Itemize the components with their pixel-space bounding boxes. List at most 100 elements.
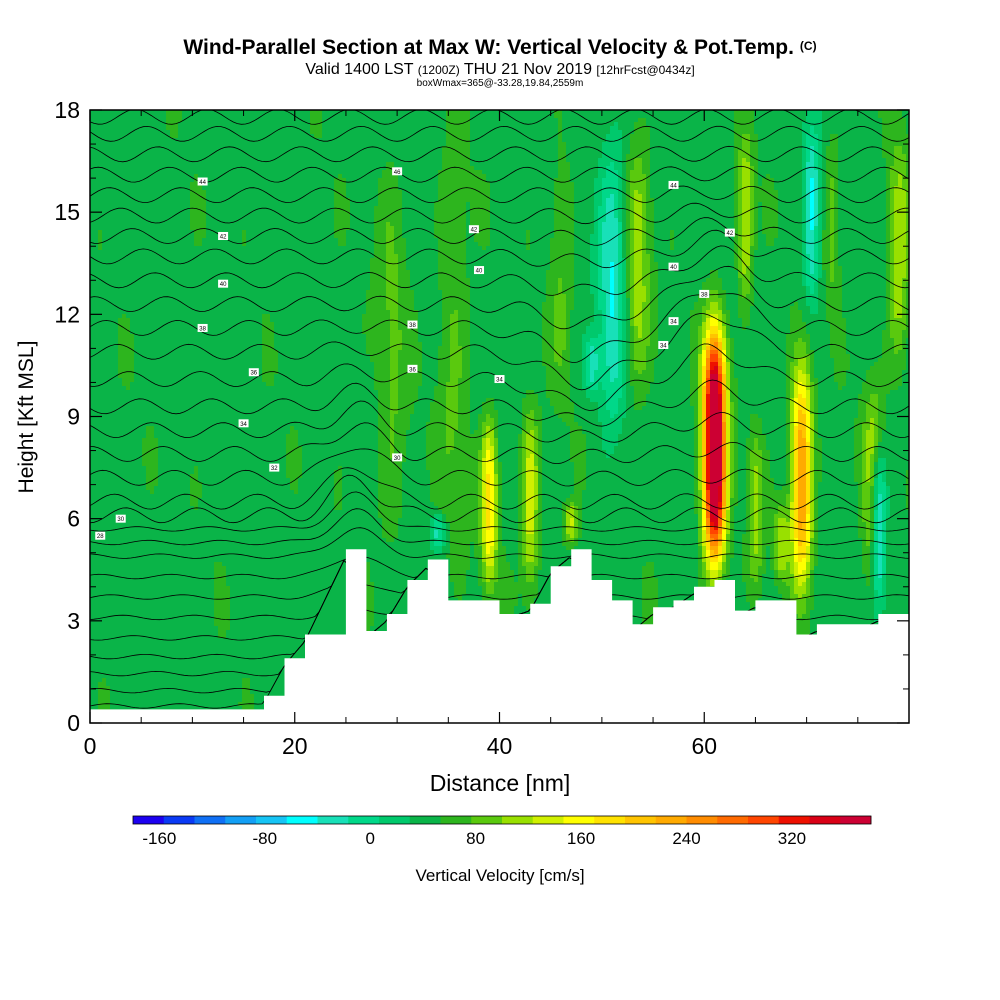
velocity-cell [182,474,187,479]
velocity-cell [130,254,135,259]
velocity-cell [150,590,155,595]
velocity-cell [134,666,139,671]
velocity-cell [150,534,155,539]
velocity-cell [142,142,147,147]
velocity-cell [218,210,223,215]
velocity-cell [118,242,123,247]
velocity-cell [138,278,143,283]
velocity-cell [106,158,111,163]
velocity-cell [118,198,123,203]
velocity-cell [118,658,123,663]
velocity-cell [178,442,183,447]
velocity-cell [102,310,107,315]
velocity-cell [190,594,195,599]
velocity-cell [190,614,195,619]
velocity-cell [162,434,167,439]
velocity-cell [126,214,131,219]
velocity-cell [94,166,99,171]
velocity-cell [210,222,215,227]
velocity-cell [198,358,203,363]
velocity-cell [118,426,123,431]
velocity-cell [202,686,207,691]
velocity-cell [114,146,119,151]
velocity-cell [102,662,107,667]
velocity-cell [98,290,103,295]
velocity-cell [202,514,207,519]
velocity-cell [210,626,215,631]
velocity-cell [174,130,179,135]
velocity-cell [214,658,219,663]
velocity-cell [122,438,127,443]
velocity-cell [102,134,107,139]
velocity-cell [118,346,123,351]
velocity-cell [154,662,159,667]
velocity-cell [102,482,107,487]
velocity-cell [214,430,219,435]
velocity-cell [110,606,115,611]
velocity-cell [202,454,207,459]
velocity-cell [134,402,139,407]
velocity-cell [142,678,147,683]
velocity-cell [170,678,175,683]
velocity-cell [110,662,115,667]
velocity-cell [190,422,195,427]
velocity-cell [102,258,107,263]
velocity-cell [126,386,131,391]
velocity-cell [94,650,99,655]
velocity-cell [214,194,219,199]
velocity-cell [198,290,203,295]
velocity-cell [102,422,107,427]
velocity-cell [158,142,163,147]
velocity-cell [214,470,219,475]
velocity-cell [126,422,131,427]
velocity-cell [214,542,219,547]
velocity-cell [106,386,111,391]
velocity-cell [162,250,167,255]
velocity-cell [202,338,207,343]
velocity-cell [154,314,159,319]
velocity-cell [158,274,163,279]
velocity-cell [162,694,167,699]
velocity-cell [98,434,103,439]
velocity-cell [150,142,155,147]
velocity-cell [114,214,119,219]
velocity-cell [110,646,115,651]
velocity-cell [158,246,163,251]
velocity-cell [182,114,187,119]
velocity-cell [190,454,195,459]
velocity-cell [206,166,211,171]
velocity-cell [194,314,199,319]
velocity-cell [198,606,203,611]
velocity-cell [158,682,163,687]
velocity-cell [214,186,219,191]
velocity-cell [182,586,187,591]
velocity-cell [202,214,207,219]
velocity-cell [174,654,179,659]
velocity-cell [194,626,199,631]
velocity-cell [162,170,167,175]
velocity-cell [210,462,215,467]
velocity-cell [98,550,103,555]
velocity-cell [118,598,123,603]
velocity-cell [106,526,111,531]
velocity-cell [158,466,163,471]
velocity-cell [106,326,111,331]
velocity-cell [194,482,199,487]
velocity-cell [142,494,147,499]
velocity-cell [122,174,127,179]
velocity-cell [194,586,199,591]
velocity-cell [178,474,183,479]
velocity-cell [118,622,123,627]
velocity-cell [214,226,219,231]
velocity-cell [162,178,167,183]
velocity-cell [198,406,203,411]
velocity-cell [138,182,143,187]
velocity-cell [146,462,151,467]
velocity-cell [134,118,139,123]
velocity-cell [142,342,147,347]
velocity-cell [154,610,159,615]
velocity-cell [146,366,151,371]
velocity-cell [118,566,123,571]
velocity-cell [118,146,123,151]
velocity-cell [162,366,167,371]
